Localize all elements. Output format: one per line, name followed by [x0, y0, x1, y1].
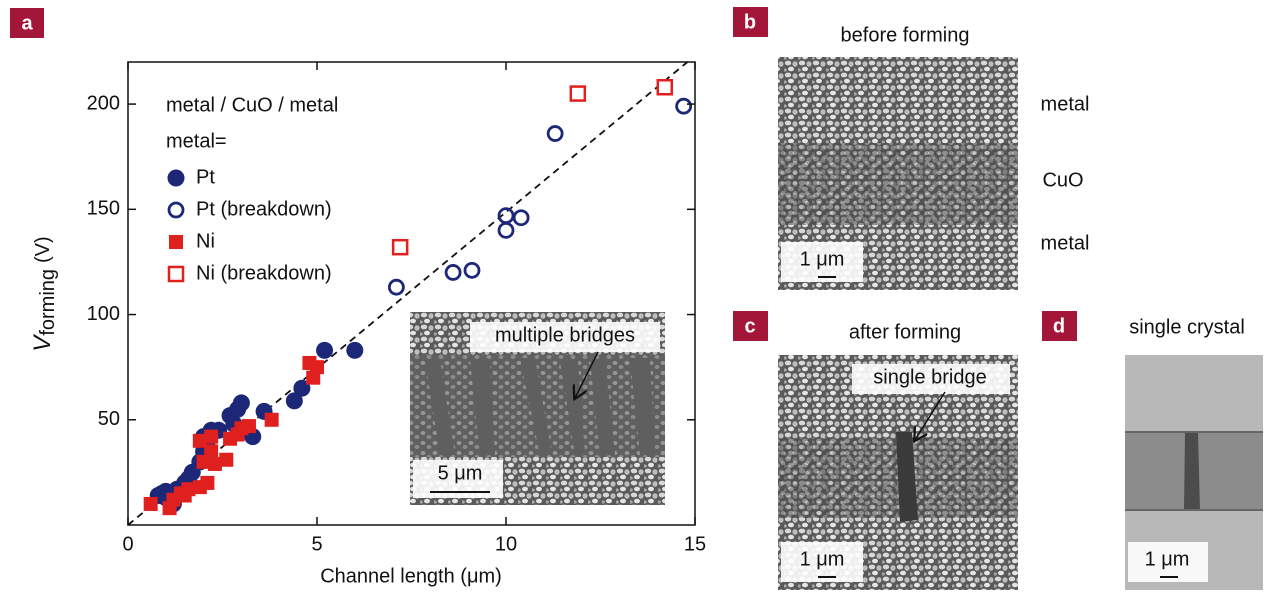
data-point [196, 454, 211, 469]
data-point [204, 429, 219, 444]
panel-title: single crystal [1129, 316, 1245, 338]
panel-title: before forming [841, 24, 970, 46]
data-point [192, 433, 207, 448]
legend-marker [167, 201, 185, 219]
data-point [675, 97, 693, 115]
legend-title: metal= [166, 130, 227, 152]
data-point [387, 278, 405, 296]
legend-label: Pt [196, 166, 215, 188]
x-tick-label: 15 [684, 533, 706, 555]
data-point [391, 238, 409, 256]
y-tick-label: 100 [87, 303, 120, 325]
data-point [316, 341, 334, 359]
inset-annotation: multiple bridges [495, 324, 635, 346]
legend-title: metal / CuO / metal [166, 94, 338, 116]
scale-bar-label: 1 μm [800, 248, 845, 270]
y-label-symbol: V [29, 334, 56, 352]
data-point [285, 392, 303, 410]
y-label-subscript: forming [37, 269, 59, 336]
data-point [219, 452, 234, 467]
x-tick-label: 0 [122, 533, 133, 555]
data-point [512, 209, 530, 227]
y-tick-label: 200 [87, 92, 120, 114]
layer-label: metal [1041, 232, 1090, 254]
data-point [444, 264, 462, 281]
y-tick-label: 150 [87, 198, 120, 220]
image-annotation: single bridge [873, 366, 986, 388]
y-axis-label: Vforming (V) [29, 236, 59, 351]
panel-label: a [21, 12, 33, 34]
panel-label: d [1053, 315, 1065, 337]
plot-frame [127, 61, 696, 526]
x-tick-label: 5 [311, 533, 322, 555]
reference-line [127, 61, 689, 526]
legend-label: Pt (breakdown) [196, 198, 332, 220]
inset-image [410, 312, 665, 505]
x-tick-label: 10 [495, 533, 517, 555]
data-point [200, 475, 215, 490]
sem-image [778, 57, 1018, 290]
panel-label-box [733, 311, 768, 341]
data-point [177, 488, 192, 503]
panel-label-box [1042, 311, 1077, 341]
y-label-unit: (V) [32, 236, 54, 263]
data-point [497, 221, 515, 239]
scale-bar-label: 1 μm [1145, 548, 1190, 570]
data-point [463, 261, 481, 279]
panel-label-box [733, 7, 768, 37]
data-point [302, 355, 317, 370]
data-point [264, 412, 279, 427]
data-point [232, 394, 250, 412]
data-point [293, 379, 311, 397]
data-point [306, 370, 321, 385]
scale-bar-label: 1 μm [800, 548, 845, 570]
panel-label-box [10, 8, 44, 38]
data-point [241, 419, 256, 434]
scale-bar-label: 5 μm [438, 462, 483, 484]
data-point [656, 79, 674, 96]
legend-label: Ni [196, 230, 215, 252]
data-point [546, 125, 564, 142]
data-point [569, 85, 587, 102]
data-point [204, 444, 219, 459]
data-point [143, 496, 158, 511]
data-point [207, 456, 222, 471]
panel-label: c [744, 315, 755, 337]
data-point [346, 341, 364, 359]
panel-label: b [744, 11, 756, 33]
legend-label: Ni (breakdown) [196, 262, 332, 284]
legend-marker [167, 265, 185, 283]
y-tick-label: 50 [98, 408, 120, 430]
layer-label: metal [1041, 93, 1090, 115]
legend-marker [167, 169, 185, 187]
sem-image [778, 355, 1018, 590]
panel-title: after forming [849, 321, 961, 343]
sem-image [1125, 355, 1263, 590]
legend-marker [169, 235, 183, 249]
x-axis-label: Channel length (μm) [320, 565, 502, 587]
layer-label: CuO [1042, 169, 1083, 191]
